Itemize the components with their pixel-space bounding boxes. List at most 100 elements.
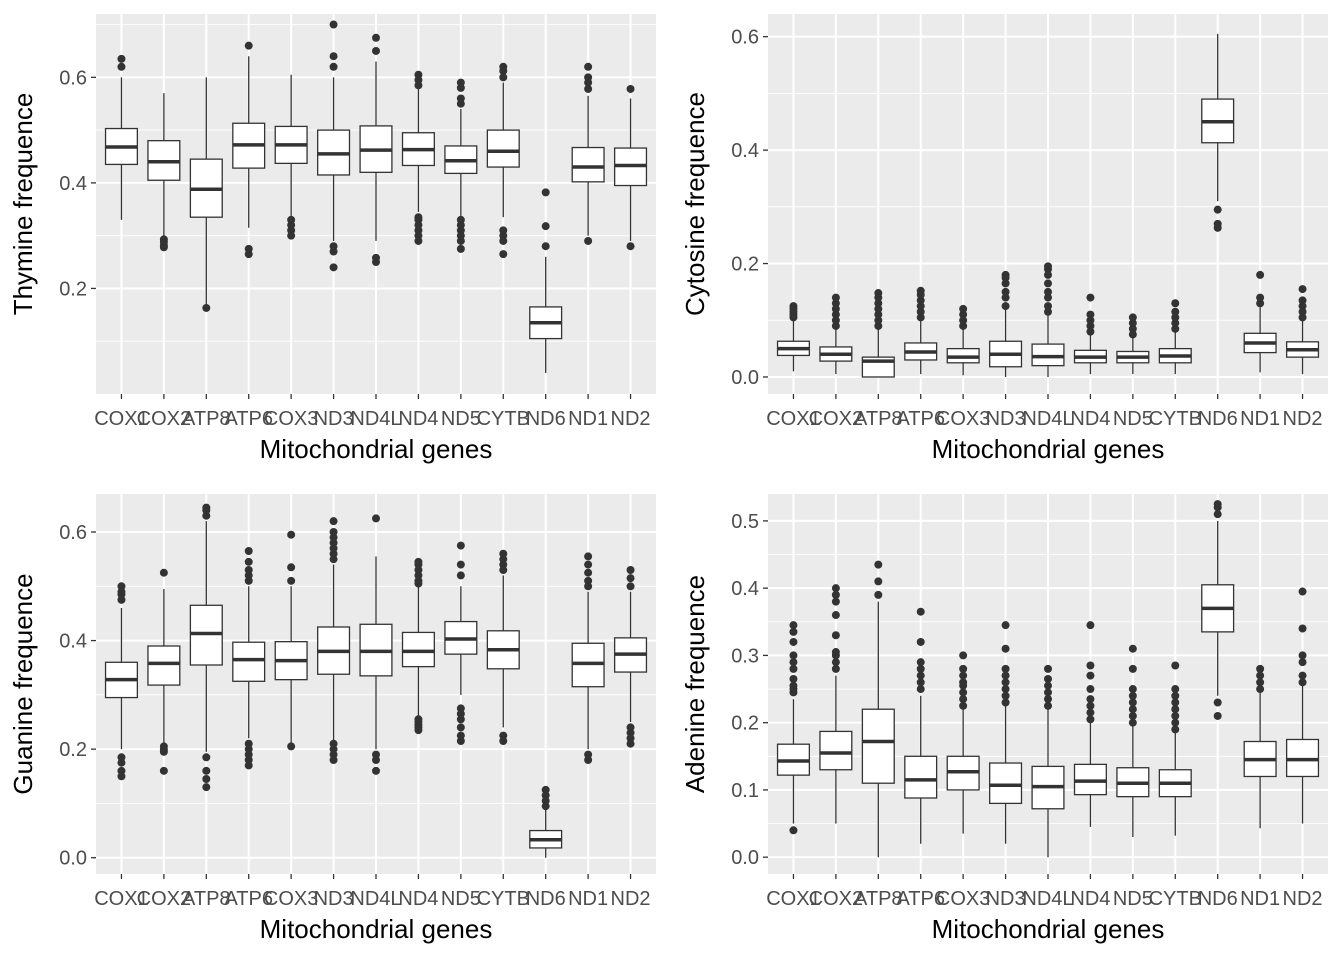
outlier-point: [329, 62, 338, 71]
outlier-point: [831, 611, 840, 620]
outlier-point: [1298, 296, 1307, 305]
box-ND2: [613, 566, 648, 748]
box-body: [819, 730, 853, 771]
y-tick-label: 0.2: [731, 713, 759, 735]
outlier-point: [244, 566, 253, 574]
outlier-point: [456, 541, 465, 550]
y-tick-label: 0.1: [731, 780, 759, 802]
y-axis-title: Cytosine frequence: [680, 92, 710, 316]
y-tick-label: 0.0: [731, 367, 759, 389]
x-tick-label: COX2: [137, 408, 191, 430]
x-tick-label: COX1: [94, 888, 148, 910]
box-CYTB: [486, 62, 520, 259]
outlier-point: [959, 304, 968, 313]
x-tick-label: COX1: [94, 408, 148, 430]
outlier-point: [1044, 302, 1052, 311]
outlier-point: [1213, 510, 1222, 519]
box-COX2: [147, 568, 181, 775]
box-ND3: [989, 621, 1023, 844]
outlier-point: [202, 303, 211, 312]
outlier-point: [372, 514, 380, 523]
outlier-point: [916, 678, 925, 687]
x-tick-label: ND5: [1113, 888, 1153, 910]
outlier-point: [1044, 287, 1052, 296]
outlier-point: [959, 321, 968, 330]
y-tick-label: 0.2: [59, 739, 87, 761]
box-ND2: [1285, 285, 1320, 375]
box-ND6: [529, 785, 563, 858]
x-tick-label: ND1: [568, 888, 608, 910]
y-tick-label: 0.0: [731, 847, 759, 869]
outlier-point: [287, 742, 296, 751]
outlier-point: [789, 627, 798, 636]
outlier-point: [1086, 685, 1095, 694]
outlier-point: [1171, 299, 1180, 308]
outlier-point: [1298, 671, 1307, 680]
box-CYTB: [486, 549, 520, 745]
outlier-point: [1128, 319, 1137, 328]
outlier-point: [1128, 691, 1137, 700]
box-CYTB: [1158, 661, 1192, 836]
box-ND1: [571, 552, 605, 764]
outlier-point: [1044, 307, 1052, 316]
outlier-point: [202, 766, 211, 775]
outlier-point: [1001, 302, 1010, 311]
outlier-point: [916, 671, 925, 680]
x-tick-label: ND3: [314, 888, 354, 910]
outlier-point: [1086, 715, 1095, 724]
outlier-point: [1044, 681, 1052, 690]
outlier-point: [831, 316, 840, 325]
outlier-point: [414, 213, 423, 222]
outlier-point: [789, 621, 798, 630]
outlier-point: [456, 704, 465, 713]
outlier-point: [626, 242, 635, 251]
outlier-point: [1044, 688, 1052, 697]
box-ATP6: [232, 41, 266, 259]
x-tick-label: ND2: [1283, 408, 1323, 430]
outlier-point: [789, 674, 798, 683]
y-tick-label: 0.5: [731, 511, 759, 533]
outlier-point: [1298, 658, 1307, 667]
x-tick-label: ND4: [1070, 408, 1110, 430]
outlier-point: [789, 651, 798, 660]
y-axis-title: Adenine frequence: [680, 575, 710, 793]
outlier-point: [1044, 674, 1052, 683]
outlier-point: [244, 557, 253, 566]
outlier-point: [831, 631, 840, 640]
x-tick-label: CYTB: [477, 888, 530, 910]
box-ND5: [444, 541, 478, 745]
outlier-point: [456, 723, 465, 732]
panel-4: 0.00.10.20.30.40.5COX1COX2ATP8ATP6COX3ND…: [680, 494, 1328, 944]
outlier-point: [1128, 705, 1137, 714]
outlier-point: [916, 286, 925, 295]
outlier-point: [959, 695, 968, 704]
outlier-point: [1298, 651, 1307, 660]
outlier-point: [916, 302, 925, 311]
x-tick-label: ATP8: [854, 888, 903, 910]
outlier-point: [584, 552, 593, 561]
box-COX3: [946, 304, 980, 376]
outlier-point: [1171, 661, 1180, 670]
outlier-point: [1128, 313, 1137, 322]
x-tick-label: ND5: [441, 408, 481, 430]
outlier-point: [1086, 671, 1095, 680]
box-ND1: [571, 62, 605, 245]
box-ATP8: [189, 503, 223, 792]
outlier-point: [1128, 685, 1137, 694]
outlier-point: [159, 742, 168, 751]
box-ND5: [1116, 644, 1150, 838]
box-ND4: [401, 557, 435, 735]
outlier-point: [117, 582, 126, 591]
outlier-point: [372, 33, 380, 42]
outlier-point: [1086, 293, 1095, 302]
box-ND1: [1243, 664, 1277, 829]
x-tick-label: COX2: [137, 888, 191, 910]
outlier-point: [499, 250, 508, 259]
outlier-point: [202, 503, 211, 512]
outlier-point: [1298, 678, 1307, 687]
outlier-point: [959, 664, 968, 673]
outlier-point: [372, 46, 380, 55]
x-tick-label: ND2: [1283, 888, 1323, 910]
x-tick-label: ND6: [1198, 408, 1238, 430]
